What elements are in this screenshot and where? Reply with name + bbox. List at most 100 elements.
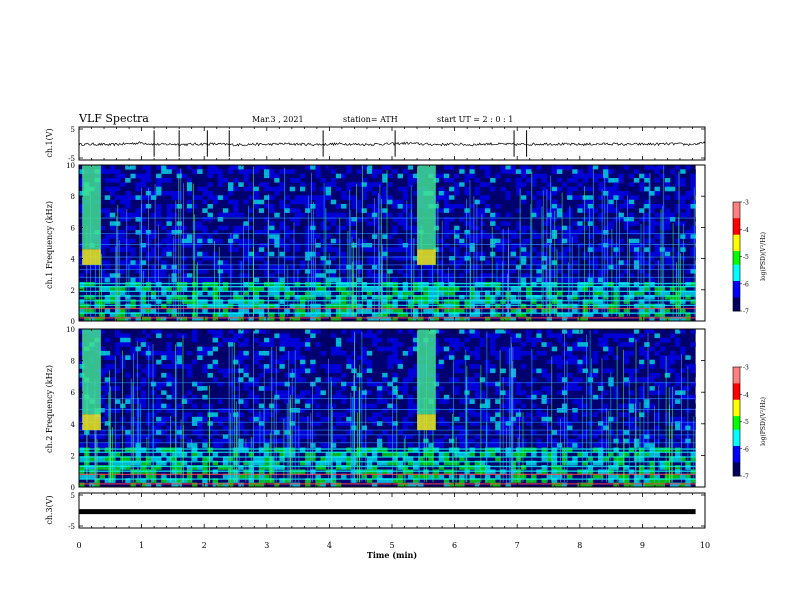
ch1-spectrogram-cell xyxy=(685,204,691,209)
ch2-spectrogram-cell xyxy=(150,368,157,374)
ch2-spectrogram-cell xyxy=(335,364,342,369)
ch2-spectrogram-cell xyxy=(618,403,624,409)
ch2-spectrogram-cell xyxy=(546,329,552,334)
ch1-spectrogram-cell xyxy=(356,182,362,187)
ch1-spectrogram-cell xyxy=(217,238,224,244)
ch1-spectrogram-cell xyxy=(664,178,671,183)
ch1-spectrogram-cell xyxy=(264,273,270,278)
ch2-spectrogram-cell xyxy=(279,337,285,343)
ch2-spectrogram-cell xyxy=(341,456,347,461)
ch1-spectrogram-cell xyxy=(371,173,378,179)
ch2-spectrogram-cell xyxy=(633,372,640,378)
ch1-spectrogram-cell xyxy=(284,234,290,239)
ch1-spectrogram-cell xyxy=(443,173,450,179)
ch1-spectrogram-cell xyxy=(407,247,414,252)
ch2-spectrogram-cell xyxy=(546,372,552,378)
ch2-spectrogram-cell xyxy=(526,368,532,374)
ch2-spectrogram-cell xyxy=(449,337,455,343)
ch1-spectrogram-cell xyxy=(592,299,599,304)
ch1-spectrogram-cell xyxy=(536,204,542,209)
ch1-spectrogram-cell xyxy=(130,251,136,257)
ch1-spectrogram-cell xyxy=(628,173,635,179)
ch1-spectrogram-cell xyxy=(258,217,265,222)
ch2-spectrogram-cell xyxy=(310,359,316,365)
ch1-spectrogram-cell xyxy=(156,204,162,209)
ch1-spectrogram-cell xyxy=(330,251,337,257)
ch1-spectrogram-cell xyxy=(300,225,306,231)
ch2-spectrogram-cell xyxy=(392,425,398,431)
ch2-spectrogram-cell xyxy=(479,465,486,470)
ch1-spectrogram-cell xyxy=(228,316,234,322)
ch2-spectrogram-cell xyxy=(474,460,481,466)
ch1-spectrogram-cell xyxy=(669,316,676,322)
ch2-spectrogram-cell xyxy=(289,342,296,347)
ch1-spectrogram-cell xyxy=(248,286,254,291)
ch1-spectrogram-cell xyxy=(644,217,650,222)
ch2-spectrogram-cell xyxy=(274,346,280,352)
ch2-spectrogram-cell xyxy=(505,421,511,426)
ch2-spectrogram-cell xyxy=(310,412,316,418)
ch2-spectrogram-cell xyxy=(536,438,542,444)
ch2-spectrogram-cell xyxy=(310,333,316,339)
ch2-spectrogram-cell xyxy=(366,403,373,409)
ch2-spectrogram-cell xyxy=(120,364,126,369)
ch2-spectrogram-cell xyxy=(341,434,347,439)
ch1-spectrogram-cell xyxy=(433,269,439,274)
ch2-spectrogram-cell xyxy=(526,337,532,343)
ch1-spectrogram-cell xyxy=(402,277,409,283)
ch1-spectrogram-cell xyxy=(675,204,681,209)
ch2-spectrogram-cell xyxy=(279,355,285,360)
ch2-spectrogram-cell xyxy=(443,346,450,352)
ch1-spectrogram-cell xyxy=(649,256,655,261)
ch2-spectrogram-cell xyxy=(603,443,609,448)
ch1-spectrogram-cell xyxy=(675,208,681,213)
ch1-spectrogram-cell xyxy=(181,169,188,174)
ch1-spectrogram-cell xyxy=(315,165,321,170)
ch1-spectrogram-cell xyxy=(510,308,516,313)
ch1-spectrogram-cell xyxy=(664,251,671,257)
ch2-spectrogram-cell xyxy=(125,337,131,343)
ch2-spectrogram-cell xyxy=(258,425,265,431)
ch1-spectrogram-cell xyxy=(99,208,105,213)
ch1-spectrogram-cell xyxy=(130,165,136,170)
ch2-spectrogram-cell xyxy=(572,350,578,356)
ch1-spectrogram-cell xyxy=(474,256,481,261)
ch2-spectrogram-cell xyxy=(330,333,337,339)
ch1-spectrogram-cell xyxy=(520,225,527,231)
ch1-spectrogram-cell xyxy=(243,247,249,252)
ch2-spectrogram-cell xyxy=(284,381,290,387)
ch2-spectrogram-cell xyxy=(330,456,337,461)
ch2-spectrogram-cell xyxy=(510,333,516,339)
ch2-spectrogram-cell xyxy=(387,346,393,352)
ch2-spectrogram-cell xyxy=(371,416,378,422)
ch1-spectrogram-cell xyxy=(248,277,254,283)
ch2-spectrogram-cell xyxy=(243,399,249,404)
ch1-spectrogram-cell xyxy=(217,264,224,270)
ch1-spectrogram-cell xyxy=(459,182,465,187)
ch2-spectrogram-cell xyxy=(577,434,583,439)
ch1-spectrogram-cell xyxy=(443,308,450,313)
ch2-spectrogram-cell xyxy=(598,381,604,387)
ch2-spectrogram-cell xyxy=(150,333,157,339)
ch2-spectrogram-cell xyxy=(346,337,352,343)
ch1-spectrogram-cell xyxy=(526,290,532,296)
ch1-spectrogram-cell xyxy=(675,295,681,300)
ch1-spectrogram-cell xyxy=(484,169,491,174)
ch1-spectrogram-cell xyxy=(633,251,640,257)
ch1-spectrogram-cell xyxy=(341,225,347,231)
ch1-spectrogram-cell xyxy=(603,277,609,283)
ch1-spectrogram-cell xyxy=(407,173,414,179)
ch2-spectrogram-cell xyxy=(639,390,645,396)
ch1-spectrogram-cell xyxy=(664,260,671,265)
ch1-spectrogram-cell xyxy=(181,273,188,278)
ch2-spectrogram-cell xyxy=(212,333,218,339)
ch2-spectrogram-cell xyxy=(289,359,296,365)
ch1-spectrogram-cell xyxy=(556,260,563,265)
ch1-spectrogram-cell xyxy=(613,299,619,304)
ch1-spectrogram-cell xyxy=(222,273,229,278)
ch2-spectrogram-cell xyxy=(531,447,537,453)
ch1-spectrogram-cell xyxy=(474,243,481,248)
ch1-spectrogram-cell xyxy=(366,243,373,248)
ch2-spectrogram-cell xyxy=(484,364,491,369)
ch2-spectrogram-cell xyxy=(577,399,583,404)
